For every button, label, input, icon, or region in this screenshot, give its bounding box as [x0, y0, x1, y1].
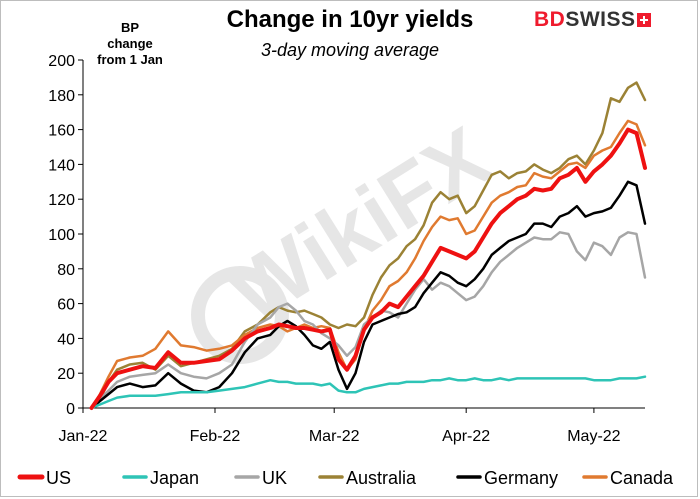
series-line-canada: [90, 119, 647, 410]
watermark-icon: [191, 266, 289, 364]
y-axis-label-line: BP: [120, 20, 140, 35]
y-axis-label-line: from 1 Jan: [97, 52, 163, 67]
y-tick-label: 80: [57, 262, 75, 279]
swiss-cross-icon: [636, 13, 651, 27]
chart-title: Change in 10yr yields: [226, 6, 474, 33]
y-tick-label: 120: [48, 192, 75, 209]
x-tick-label: Mar-22: [309, 428, 360, 445]
watermark: WikiFX: [191, 109, 506, 364]
series-layer: [89, 81, 647, 410]
bdswiss-logo: BDSWISS: [534, 8, 651, 32]
legend-label-canada: Canada: [610, 468, 674, 488]
y-axis-label: BP change from 1 Jan: [80, 20, 180, 68]
y-tick-label: 40: [57, 331, 75, 348]
y-tick-label: 100: [48, 227, 75, 244]
series-line-us: [89, 127, 647, 410]
series-line-japan: [90, 375, 647, 410]
logo-text-bd: BD: [534, 8, 566, 31]
y-tick-label: 20: [57, 366, 75, 383]
x-tick-label: Feb-22: [190, 428, 241, 445]
chart-subtitle: 3-day moving average: [260, 40, 440, 60]
x-tick-label: Jan-22: [59, 428, 108, 445]
axes: 0 20 40 60 80 100 120 140 160 180 200 Jan-22 Feb-22 M…: [48, 53, 645, 445]
y-tick-label: 200: [48, 53, 75, 70]
legend-label-japan: Japan: [150, 468, 199, 488]
y-tick-label: 60: [57, 297, 75, 314]
x-tick-label: May-22: [567, 428, 620, 445]
legend-label-uk: UK: [262, 468, 287, 488]
y-axis-label-line: change: [107, 36, 153, 51]
logo-text-swiss: SWISS: [565, 8, 636, 31]
legend-label-us: US: [46, 468, 71, 488]
y-tick-label: 180: [48, 88, 75, 105]
legend: US Japan UK Australia Germany Canada: [17, 468, 674, 488]
legend-label-germany: Germany: [484, 468, 558, 488]
y-tick-label: 160: [48, 123, 75, 140]
y-tick-label: 0: [66, 401, 75, 418]
legend-label-australia: Australia: [346, 468, 417, 488]
x-tick-label: Apr-22: [442, 428, 490, 445]
y-tick-label: 140: [48, 157, 75, 174]
